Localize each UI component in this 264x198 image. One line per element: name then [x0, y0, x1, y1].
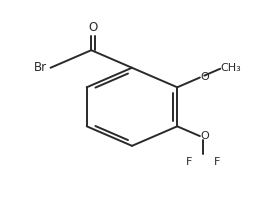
Text: O: O — [200, 72, 209, 82]
Text: CH₃: CH₃ — [221, 63, 242, 73]
Text: F: F — [185, 157, 192, 167]
Text: O: O — [88, 21, 98, 34]
Text: O: O — [200, 131, 209, 141]
Text: Br: Br — [34, 61, 48, 74]
Text: F: F — [214, 157, 220, 167]
